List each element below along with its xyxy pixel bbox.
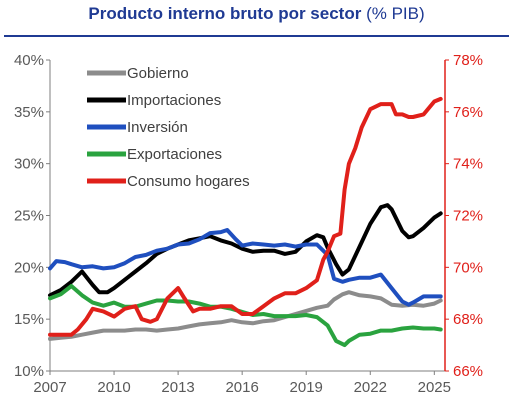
- chart-title: Producto interno bruto por sector (% PIB…: [0, 4, 513, 24]
- y-right-tick-label: 68%: [453, 311, 483, 328]
- y-right-tick-label: 70%: [453, 259, 483, 276]
- y-left-tick-label: 20%: [14, 259, 44, 276]
- series-line-gobierno: [48, 290, 443, 341]
- x-tick-label: 2013: [161, 379, 194, 396]
- chart-title-unit: (% PIB): [366, 4, 425, 23]
- series-line-inversi-n: [48, 228, 443, 307]
- legend-label: Consumo hogares: [127, 173, 250, 190]
- y-right-tick-label: 74%: [453, 156, 483, 173]
- y-left-tick-label: 25%: [14, 208, 44, 225]
- y-left-tick-label: 30%: [14, 156, 44, 173]
- chart-title-main: Producto interno bruto por sector: [88, 4, 362, 23]
- legend-label: Gobierno: [127, 65, 189, 82]
- y-right-tick-label: 72%: [453, 208, 483, 225]
- series-line-consumo-hogares: [48, 96, 443, 337]
- x-tick-label: 2016: [225, 379, 258, 396]
- legend-label: Importaciones: [127, 92, 221, 109]
- legend-label: Inversión: [127, 119, 188, 136]
- x-tick-label: 2025: [418, 379, 451, 396]
- y-left-tick-label: 40%: [14, 52, 44, 69]
- y-right-tick-label: 76%: [453, 104, 483, 121]
- y-right-tick-label: 66%: [453, 363, 483, 380]
- x-tick-label: 2019: [290, 379, 323, 396]
- y-right-tick-label: 78%: [453, 52, 483, 69]
- title-divider: [4, 35, 509, 37]
- x-tick-label: 2010: [97, 379, 130, 396]
- y-left-tick-label: 15%: [14, 311, 44, 328]
- y-left-tick-label: 35%: [14, 104, 44, 121]
- series-line-importaciones: [48, 203, 443, 298]
- legend-label: Exportaciones: [127, 146, 222, 163]
- x-tick-label: 2022: [354, 379, 387, 396]
- x-tick-label: 2007: [33, 379, 66, 396]
- y-left-tick-label: 10%: [14, 363, 44, 380]
